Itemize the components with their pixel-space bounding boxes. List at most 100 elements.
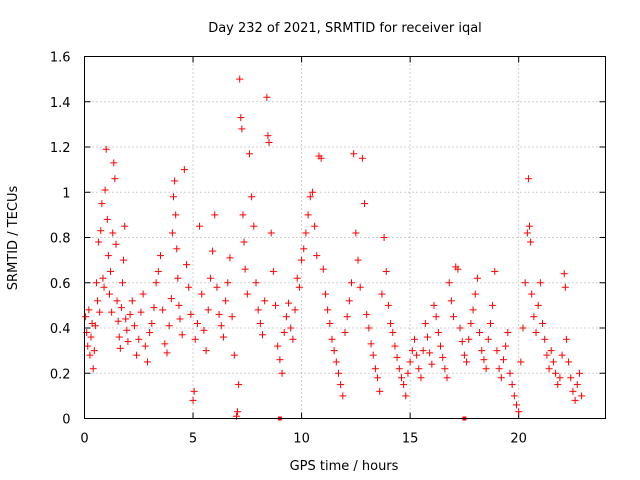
data-point [171,177,179,185]
data-point [321,290,329,298]
data-point [118,279,126,287]
data-point [356,283,364,291]
data-point [152,279,160,287]
data-point [334,369,342,377]
data-point [90,347,98,355]
data-point [141,342,149,350]
data-point [178,331,186,339]
data-point [111,175,119,183]
data-point [365,324,373,332]
data-point [202,347,210,355]
data-point [211,211,219,219]
data-point [567,374,575,382]
x-tick-label: 10 [293,432,310,447]
data-point [532,329,540,337]
data-point [180,166,188,174]
data-point [497,374,505,382]
data-point [324,306,332,314]
data-point [204,306,212,314]
data-point [554,381,562,389]
data-point [415,365,423,373]
data-point [439,353,447,361]
data-point [397,374,405,382]
data-point [345,297,353,305]
data-point [126,310,134,318]
data-point [358,154,366,162]
data-point [549,358,557,366]
data-point [100,283,108,291]
data-point [571,396,579,404]
data-point [391,342,399,350]
data-point [252,279,260,287]
data-point [133,351,141,359]
y-tick-label: 0.4 [50,322,71,337]
data-point [434,329,442,337]
data-point [569,387,577,395]
data-point [121,222,129,230]
data-point [428,360,436,368]
x-tick-label: 20 [510,432,527,447]
data-point [190,387,198,395]
data-point [476,329,484,337]
x-tick-label: 5 [189,432,197,447]
data-point [170,193,178,201]
data-point [248,193,256,201]
data-point [374,374,382,382]
data-point [167,295,175,303]
grid-lines [84,56,606,419]
data-point [337,381,345,389]
data-point [217,322,225,330]
data-point [330,347,338,355]
data-point [558,351,566,359]
data-point [445,279,453,287]
data-point [92,279,100,287]
data-point [521,279,529,287]
data-point [519,324,527,332]
data-point [387,319,395,327]
data-point [493,347,501,355]
data-point [441,365,449,373]
data-point [541,335,549,343]
data-point [250,222,258,230]
x-tick-label: 0 [80,432,88,447]
data-point [219,333,227,341]
data-point [154,267,162,275]
data-point [254,306,262,314]
data-point [575,369,583,377]
data-point [191,335,199,343]
data-point [471,290,479,298]
data-point [395,365,403,373]
data-point [269,267,277,275]
data-point [112,240,120,248]
data-point [304,211,312,219]
data-point [426,349,434,357]
data-point [328,335,336,343]
data-point [176,315,184,323]
data-point [174,274,182,282]
data-point [245,150,253,158]
data-point [161,340,169,348]
data-point [115,333,123,341]
data-point [545,365,553,373]
data-point [241,265,249,273]
data-point [86,351,94,359]
data-point [547,347,555,355]
data-point [437,342,445,350]
data-point [480,356,488,364]
data-point [85,306,93,314]
data-point [122,315,130,323]
data-point [313,252,321,260]
data-point [419,347,427,355]
data-point [341,329,349,337]
data-point [259,331,267,339]
data-point [148,319,156,327]
y-tick-label: 1.6 [50,51,71,66]
data-point [306,193,314,201]
x-tick-label: 15 [402,432,419,447]
data-point [317,154,325,162]
data-point [189,396,197,404]
data-point [175,301,183,309]
data-point [278,369,286,377]
data-point [150,304,158,312]
